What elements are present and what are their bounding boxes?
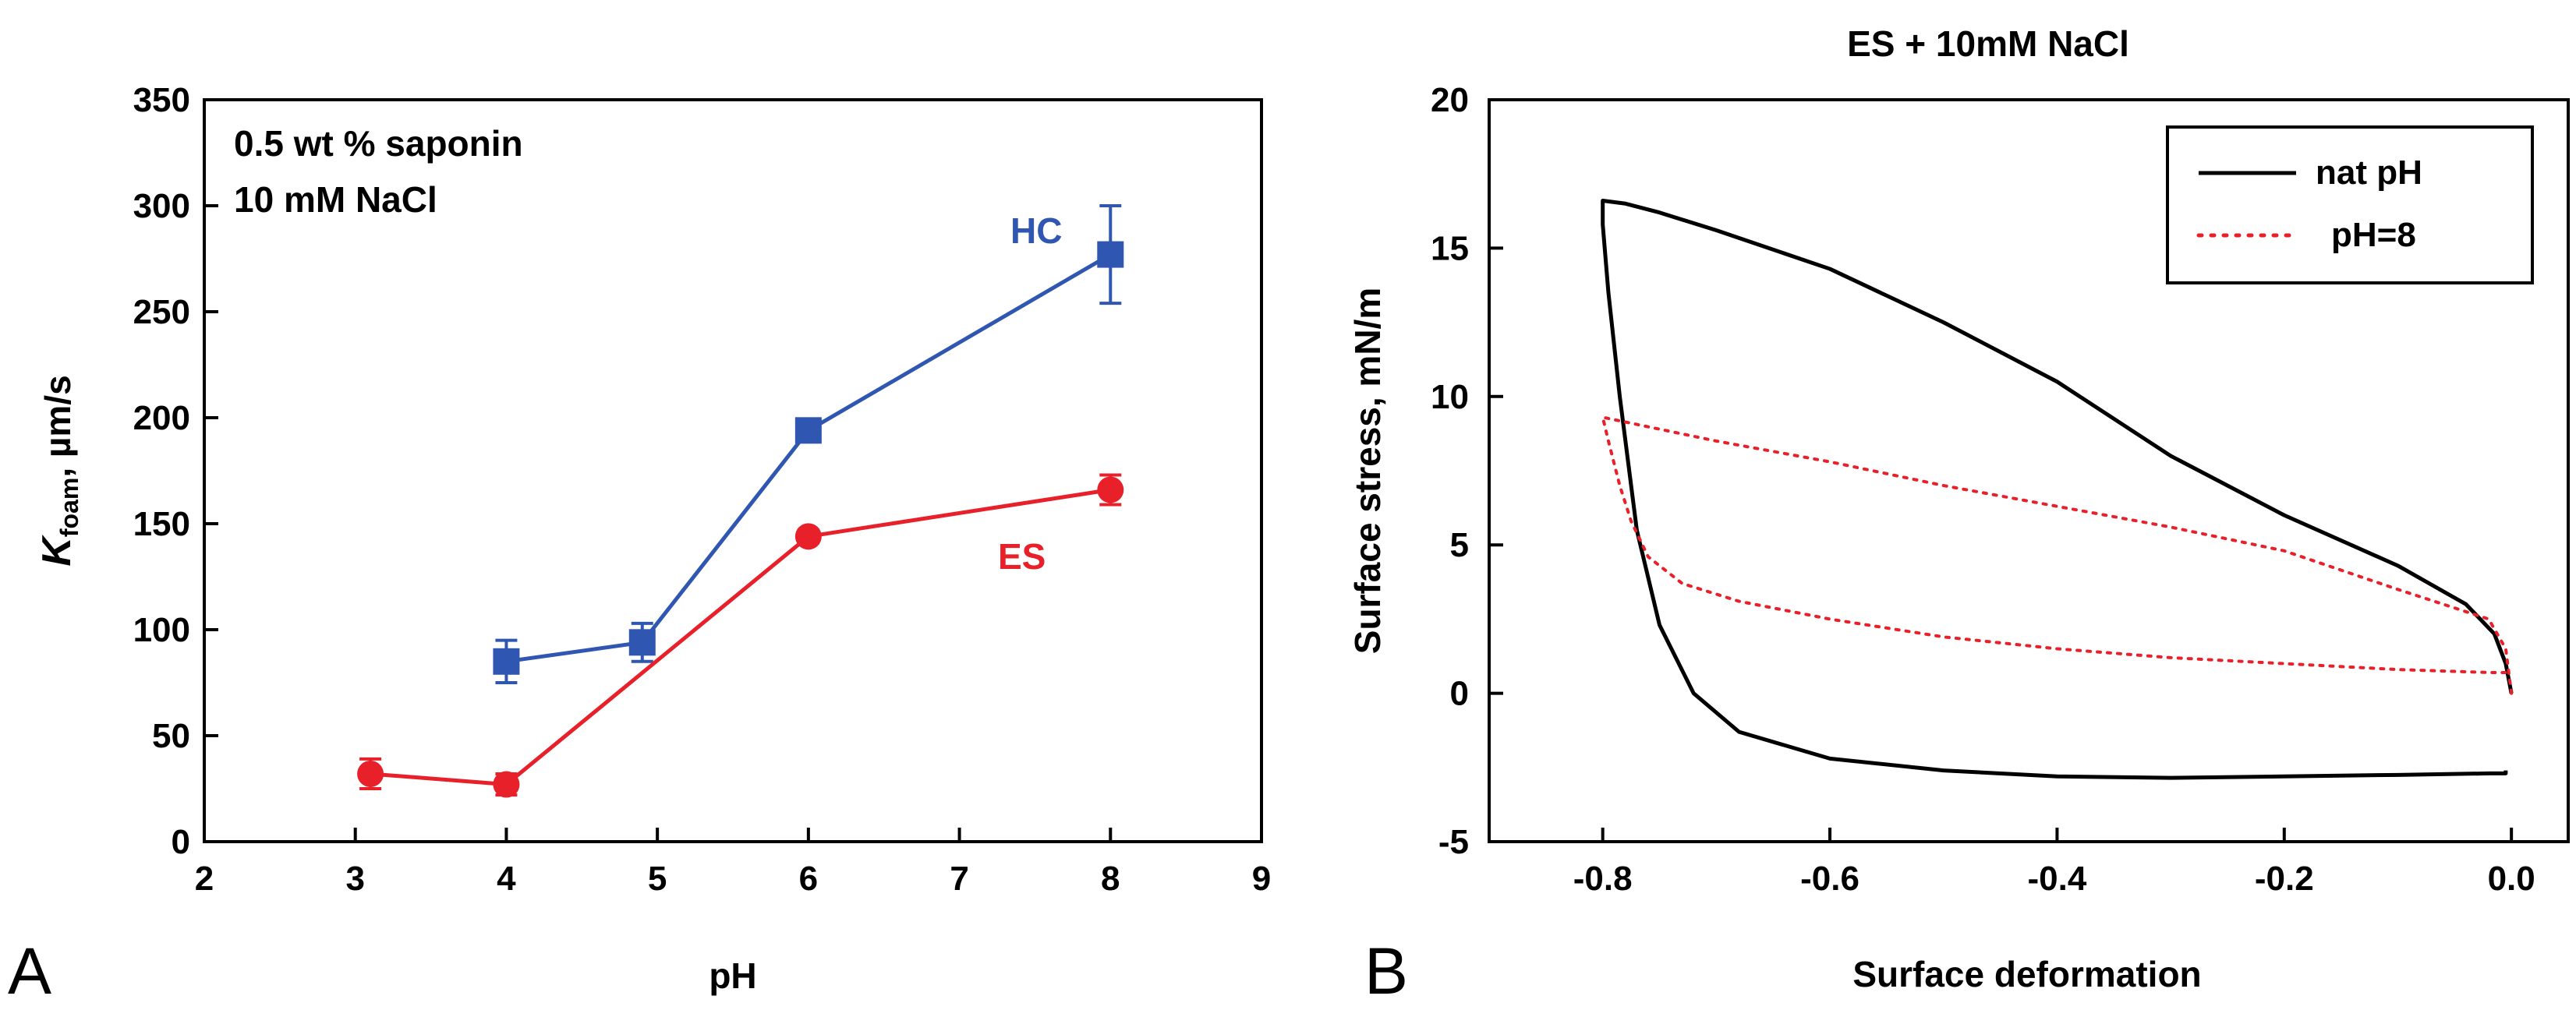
panel-a-y-label-sub: foam	[55, 478, 83, 537]
y-tick-label: 350	[133, 81, 190, 119]
data-point-es	[493, 771, 520, 798]
y-tick-label: 20	[1431, 81, 1469, 119]
x-tick-label: -0.2	[2255, 860, 2314, 898]
y-tick-label: 300	[133, 187, 190, 225]
panel-b-plot-frame	[1488, 98, 2570, 843]
legend-label-ph8: pH=8	[2331, 216, 2416, 254]
data-point-es	[357, 760, 384, 787]
x-tick-label: 4	[497, 860, 516, 898]
data-point-hc	[628, 629, 656, 656]
panel-b-title: ES + 10mM NaCl	[1847, 23, 2129, 64]
data-point-es	[794, 523, 822, 550]
panel-a-plot-frame	[203, 98, 1263, 843]
panel-a-x-axis-label: pH	[709, 955, 756, 996]
legend-label-nat-ph: nat pH	[2316, 154, 2422, 192]
x-tick-label: 0.0	[2488, 860, 2535, 898]
x-tick-label: -0.4	[2028, 860, 2087, 898]
y-tick-label: 50	[152, 717, 190, 755]
x-tick-label: 8	[1101, 860, 1120, 898]
x-tick-label: 6	[799, 860, 818, 898]
y-tick-label: 0	[1450, 675, 1469, 713]
x-tick-label: 2	[195, 860, 214, 898]
x-tick-label: -0.8	[1573, 860, 1633, 898]
x-tick-label: 9	[1252, 860, 1271, 898]
panel-a-annotation-1: 0.5 wt % saponin	[234, 123, 523, 164]
data-point-hc	[493, 648, 520, 675]
y-tick-label: 200	[133, 399, 190, 437]
panel-a-ticks: 2 3 4 5 6 7 8 9 0 50 100 150 200 250 300 350	[133, 81, 1272, 898]
panel-b-legend: nat pH pH=8	[2166, 125, 2534, 284]
panel-b-legend-box	[2166, 125, 2534, 284]
panel-a-series-label-es: ES	[998, 536, 1046, 577]
panel-b-y-axis-label: Surface stress, mN/m	[1347, 288, 1388, 654]
data-point-es	[1097, 476, 1124, 503]
panel-b-series	[1601, 198, 2514, 780]
panel-a-y-label-main: K	[34, 535, 80, 567]
panel-a-series	[357, 204, 1124, 798]
series-line-es	[370, 488, 1111, 787]
panel-a-chart: 2 3 4 5 6 7 8 9 0 50 100 150 200 250 300 350 0.5 wt % s…	[8, 81, 1271, 1008]
panel-b-x-axis-label: Surface deformation	[1852, 954, 2201, 994]
data-point-hc	[1097, 241, 1124, 268]
panel-b-ticks: -0.8 -0.6 -0.4 -0.2 0.0 -5 0 5 10 15 20	[1431, 81, 2535, 898]
panel-a-y-label-unit: , µm/s	[37, 375, 78, 477]
panel-a-y-axis-label: Kfoam, µm/s	[34, 375, 83, 566]
y-tick-label: 100	[133, 611, 190, 649]
panel-a-series-label-hc: HC	[1010, 210, 1062, 251]
data-point-hc	[794, 417, 822, 444]
x-tick-label: 7	[950, 860, 968, 898]
series-line-hc	[506, 252, 1112, 664]
panel-b-letter: B	[1364, 934, 1408, 1008]
y-tick-label: -5	[1438, 823, 1469, 861]
y-tick-label: 15	[1431, 229, 1469, 267]
y-tick-label: 150	[133, 505, 190, 543]
panel-a-letter: A	[8, 934, 51, 1008]
panel-a-annotation-2: 10 mM NaCl	[234, 179, 437, 220]
y-tick-label: 5	[1450, 526, 1469, 564]
panel-b-chart: ES + 10mM NaCl -0.8 -0.6 -0.4 -0.2 0.0 -5 0 5 10…	[1347, 23, 2570, 1008]
y-tick-label: 250	[133, 293, 190, 331]
series-loop-ph-8	[1601, 415, 2514, 695]
x-tick-label: -0.6	[1800, 860, 1859, 898]
y-tick-label: 0	[172, 823, 190, 861]
series-loop-nat-ph	[1601, 198, 2514, 780]
y-tick-label: 10	[1431, 378, 1469, 416]
x-tick-label: 5	[648, 860, 667, 898]
x-tick-label: 3	[345, 860, 364, 898]
